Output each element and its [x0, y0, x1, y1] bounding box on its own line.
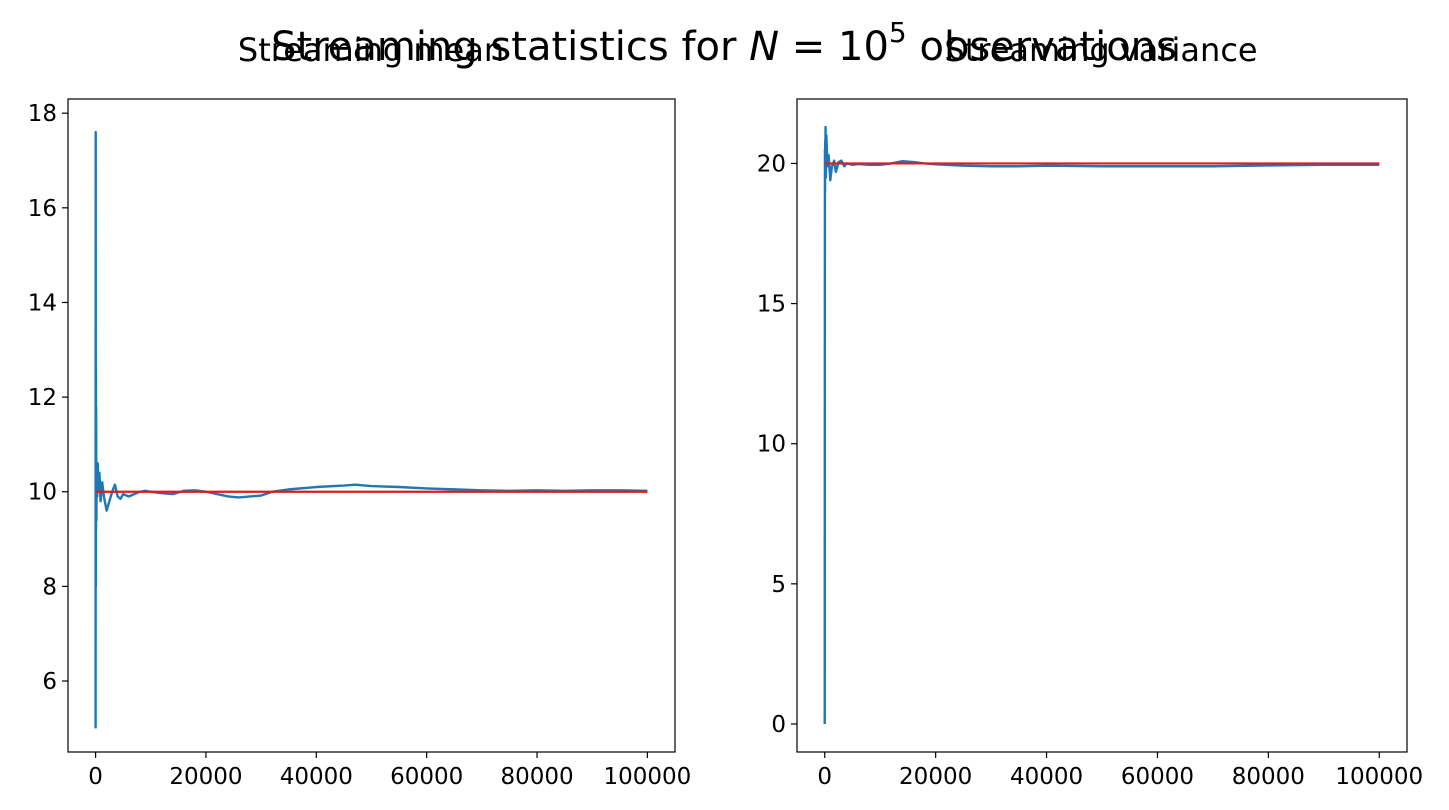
variance-x-tick-label: 40000: [1010, 764, 1083, 790]
variance-axes: Streaming variance 0 5 10 15 20 0 20000 40000 6…: [757, 31, 1423, 790]
suptitle-equals: = 10: [779, 24, 889, 70]
variance-y-tick-label: 15: [757, 292, 786, 318]
mean-axes-frame: [67, 98, 676, 753]
mean-x-tick-label: 40000: [280, 764, 353, 790]
suptitle-prefix: Streaming statistics for: [271, 24, 749, 70]
variance-x-tick-label: 0: [817, 764, 832, 790]
variance-x-tick-label: 100000: [1335, 764, 1423, 790]
variance-y-tick-label: 0: [771, 712, 786, 738]
mean-axes-title: Streaming mean: [238, 31, 504, 69]
variance-y-tick-label: 5: [771, 572, 786, 598]
mean-y-tick-label: 8: [42, 574, 57, 600]
variance-plot-marks: [823, 125, 1380, 724]
suptitle-suffix: observations: [907, 24, 1177, 70]
variance-x-tick-label: 20000: [899, 764, 972, 790]
variance-x-tick-label: 80000: [1232, 764, 1305, 790]
mean-x-tick-label: 0: [88, 764, 103, 790]
suptitle-exponent: 5: [889, 16, 907, 49]
variance-x-ticks: 0 20000 40000 60000 80000 100000: [817, 752, 1423, 790]
variance-axes-title: Streaming variance: [944, 31, 1257, 69]
variance-axes-frame: [796, 98, 1408, 753]
mean-y-tick-label: 14: [28, 290, 57, 316]
mean-y-tick-label: 10: [28, 480, 57, 506]
mean-x-tick-label: 20000: [169, 764, 242, 790]
mean-y-ticks: 6 8 10 12 14 16 18: [28, 101, 68, 695]
mean-x-tick-label: 100000: [604, 764, 692, 790]
mean-streaming-line: [94, 130, 648, 729]
mean-y-tick-label: 6: [42, 669, 57, 695]
variance-y-ticks: 0 5 10 15 20: [757, 151, 797, 738]
variance-y-tick-label: 10: [757, 432, 786, 458]
variance-streaming-line: [823, 125, 1380, 724]
mean-x-tick-label: 60000: [390, 764, 463, 790]
mean-y-tick-label: 18: [28, 101, 57, 127]
figure-suptitle: Streaming statistics for N = 105 observa…: [271, 16, 1177, 70]
mean-x-tick-label: 80000: [500, 764, 573, 790]
variance-x-tick-label: 60000: [1121, 764, 1194, 790]
mean-y-tick-label: 16: [28, 196, 57, 222]
variance-y-tick-label: 20: [757, 151, 786, 177]
mean-plot-marks: [94, 130, 648, 729]
mean-y-tick-label: 12: [28, 385, 57, 411]
mean-x-ticks: 0 20000 40000 60000 80000 100000: [88, 752, 691, 790]
mean-axes: Streaming mean 6 8 10 12 14 16 18 0 20000 40000 6…: [28, 31, 692, 790]
suptitle-variable: N: [749, 24, 779, 70]
